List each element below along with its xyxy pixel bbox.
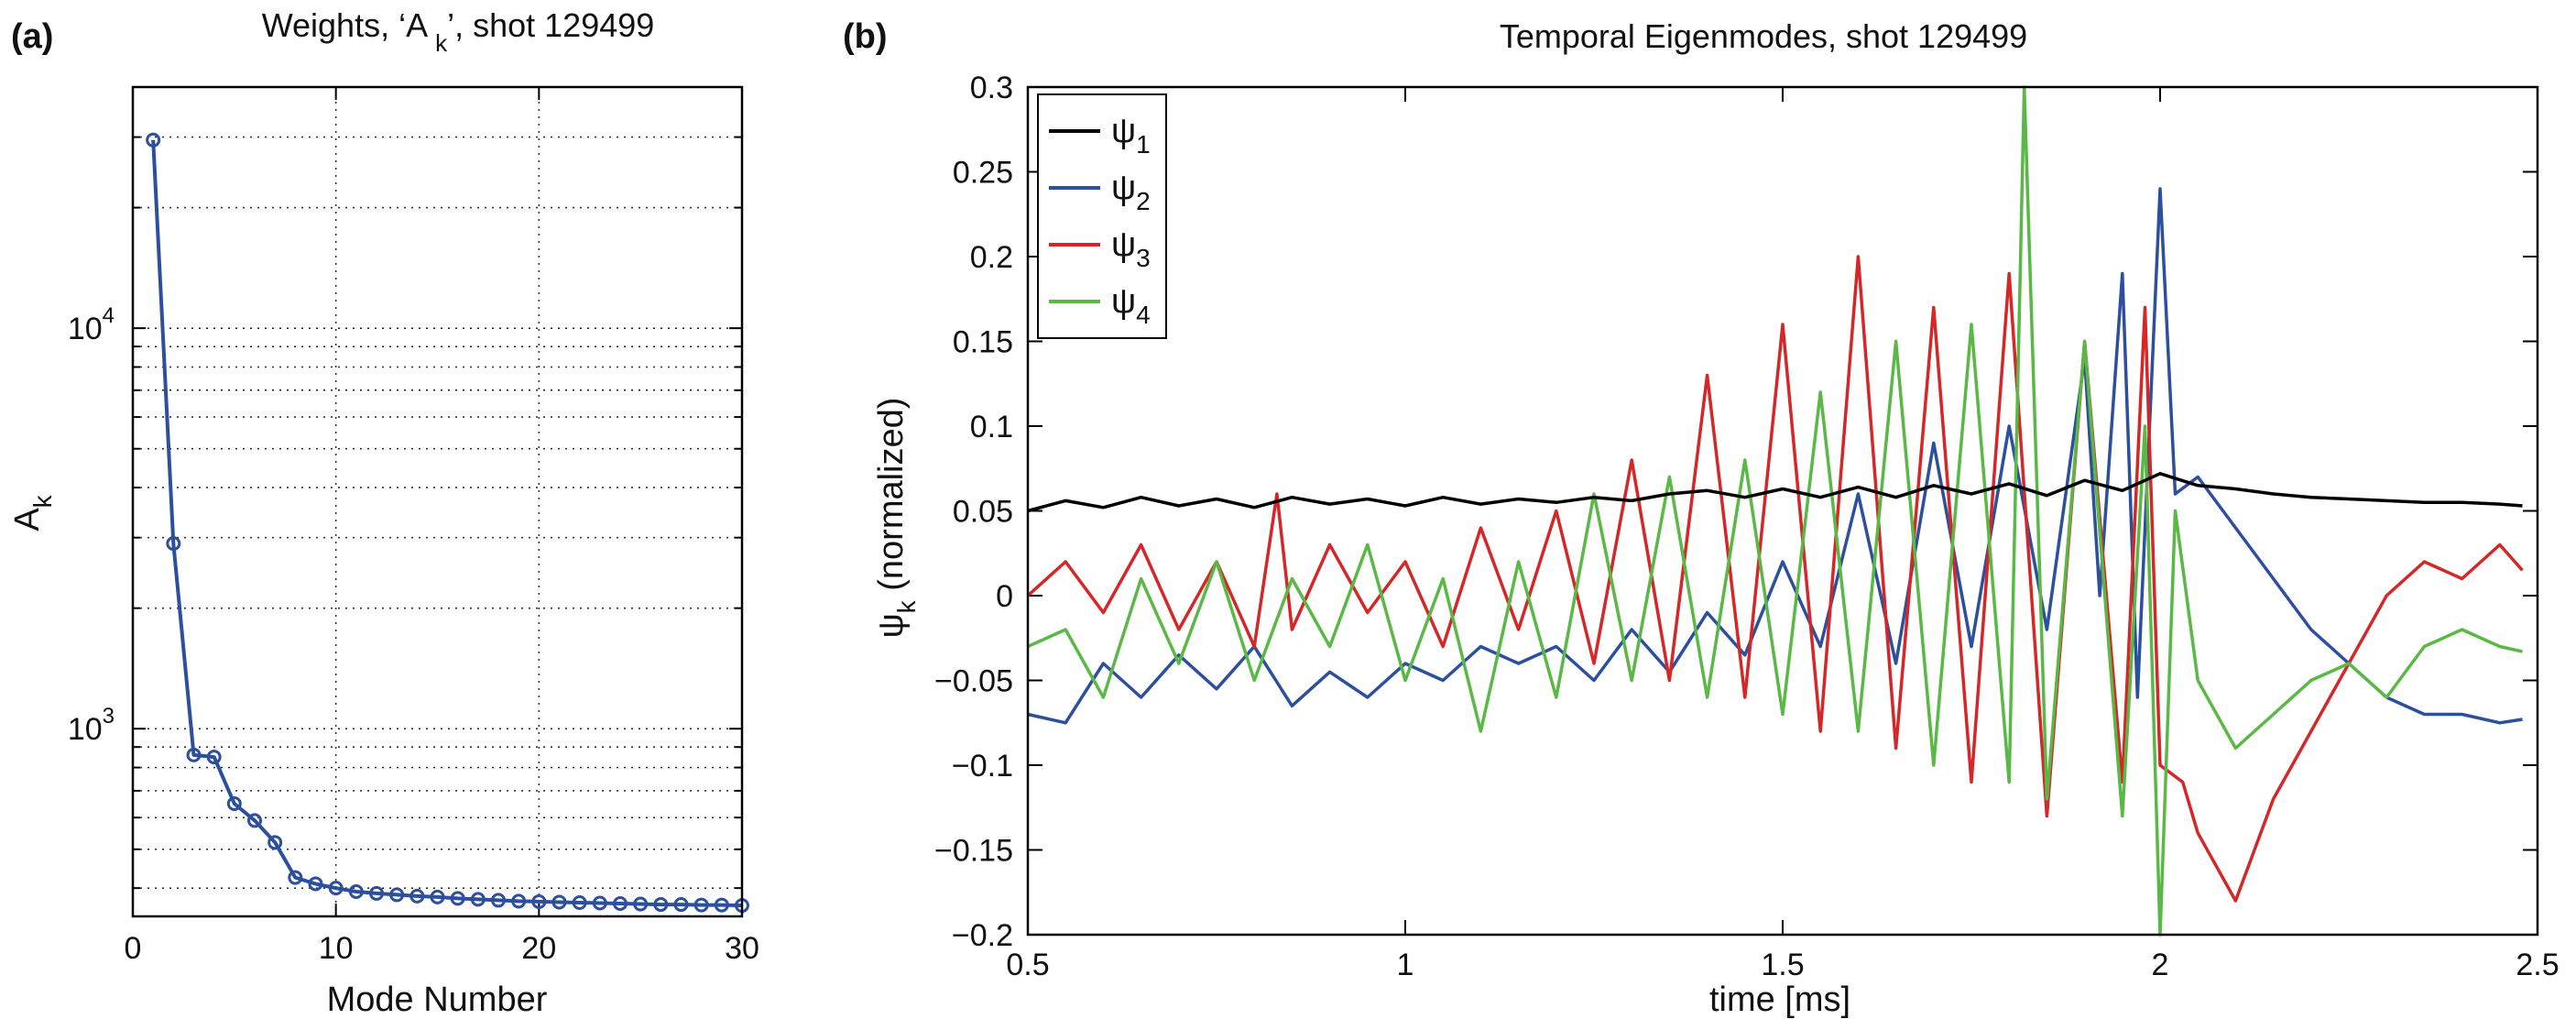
panel-b-ticks: 0.5 1 1.5 2 2.5 0.3 0.25 0.2 0.15 0.1 0.05 0 −0.05 −0…: [934, 71, 2560, 982]
panel-a-xlabel: Mode Number: [327, 981, 548, 1019]
panel-b-ytick-label: 0.25: [953, 156, 1013, 191]
panel-b-ylabel-main: ψ: [872, 613, 911, 638]
panel-b-ytick-label: −0.15: [934, 834, 1013, 869]
panel-a-ylabel-main: A: [8, 508, 47, 531]
panel-a-series: [146, 132, 749, 914]
panel-b-xtick-label: 2: [2152, 948, 2169, 982]
panel-b-legend-entry: ψ2: [1111, 169, 1151, 215]
panel-a-point: [267, 835, 283, 850]
panel-a-ylabel-sub: k: [28, 494, 57, 508]
panel-b-series-line-1: [1027, 472, 2523, 513]
panel-a-point: [206, 750, 222, 765]
panel-a-point: [531, 893, 547, 909]
panel-b-ylabel: ψk (normalized): [872, 398, 921, 639]
panel-a-point: [450, 891, 465, 906]
panel-b-xtick-label: 0.5: [1006, 948, 1049, 982]
panel-a-point: [288, 870, 303, 885]
panel-b-series-line-3: [1026, 255, 2524, 903]
panel-a-point: [226, 795, 242, 811]
svg-text:Ak: Ak: [8, 494, 57, 531]
panel-b-ytick-label: −0.1: [952, 749, 1013, 783]
panel-b-ytick-label: 0.2: [970, 240, 1013, 275]
panel-a-point: [693, 897, 709, 913]
panel-a-point: [409, 888, 425, 904]
panel-b-ytick-label: 0.05: [953, 495, 1013, 530]
panel-b-legend: ψ1 ψ2 ψ3 ψ4: [1037, 93, 1167, 339]
panel-b-label: (b): [843, 17, 888, 56]
panel-a-series-line: [151, 139, 743, 908]
panel-b-xtick-label: 2.5: [2516, 948, 2559, 982]
panel-b-ytick-label: 0.1: [970, 410, 1013, 444]
panel-a-xtick-label: 0: [125, 931, 142, 966]
panel-a-point: [592, 895, 607, 911]
panel-a-ytick-label: 104: [68, 303, 115, 346]
panel-a-title-main: Weights, ‘A: [262, 6, 435, 44]
panel-a-xtick-label: 30: [725, 931, 759, 966]
panel-b-ytick-label: 0.3: [970, 71, 1013, 105]
panel-a-point: [328, 881, 344, 896]
panel-a-point: [572, 894, 587, 910]
panel-a-point: [714, 897, 729, 913]
panel-a-point: [389, 887, 405, 903]
panel-b-xtick-label: 1.5: [1761, 948, 1804, 982]
panel-a-point: [146, 132, 161, 148]
panel-a-ytick-label: 103: [68, 704, 115, 747]
panel-a-point: [166, 536, 181, 552]
panel-a-point: [491, 893, 506, 908]
panel-b-title: Temporal Eigenmodes, shot 129499: [1500, 17, 2027, 55]
panel-a-point: [369, 885, 384, 901]
panel-b-xtick-label: 1: [1397, 948, 1414, 982]
panel-b-chart: (b) Temporal Eigenmodes, shot 129499 0.5…: [843, 17, 2560, 1019]
panel-b-series-line-4: [1027, 85, 2523, 937]
panel-a-point: [348, 883, 364, 899]
panel-b-ytick-label: 0: [996, 579, 1013, 614]
panel-a-point: [308, 876, 323, 892]
panel-b-legend-entry: ψ3: [1111, 225, 1151, 272]
panel-b-ytick-label: −0.2: [952, 918, 1013, 953]
panel-a-point: [511, 893, 527, 909]
panel-a-ylabel: Ak: [8, 494, 57, 531]
panel-b-frame: [1026, 85, 2539, 937]
panel-a-point: [653, 897, 669, 913]
panel-b-legend-box: [1037, 93, 1167, 339]
panel-b-ytick-label: 0.15: [953, 325, 1013, 360]
panel-a-title-sub: k: [435, 29, 448, 57]
panel-a-point: [247, 813, 262, 828]
panel-b-ylabel-tail: (normalized): [872, 398, 911, 601]
panel-a-point: [613, 896, 628, 912]
panel-b-ylabel-sub: k: [892, 599, 921, 613]
panel-a-grid: [133, 86, 742, 916]
panel-a-label: (a): [11, 17, 53, 56]
svg-text:ψk (normalized): ψk (normalized): [872, 398, 921, 639]
panel-a-point: [470, 892, 486, 907]
panel-a-title-tail: ’, shot 129499: [447, 6, 654, 44]
panel-b-series: [1026, 85, 2524, 937]
panel-a-point: [551, 894, 567, 910]
panel-a-ticks: 0 10 20 30 103 104: [68, 86, 759, 966]
panel-b-xlabel: time [ms]: [1709, 981, 1850, 1019]
panel-a-title: Weights, ‘A k’, shot 129499: [262, 6, 655, 57]
panel-a-xtick-label: 20: [521, 931, 556, 966]
panel-b-ytick-label: −0.05: [934, 664, 1013, 699]
panel-b-legend-entry: ψ4: [1111, 282, 1151, 329]
panel-a-point: [633, 896, 649, 912]
panel-b-legend-entry: ψ1: [1111, 112, 1151, 159]
panel-a-chart: (a) Weights, ‘A k’, shot 129499 0 10 20 301…: [8, 6, 759, 1019]
panel-a-point: [430, 889, 445, 904]
panel-a-xtick-label: 10: [319, 931, 354, 966]
panel-a-frame: [131, 85, 744, 918]
panel-a-point: [673, 897, 689, 913]
panel-a-point: [186, 747, 202, 762]
